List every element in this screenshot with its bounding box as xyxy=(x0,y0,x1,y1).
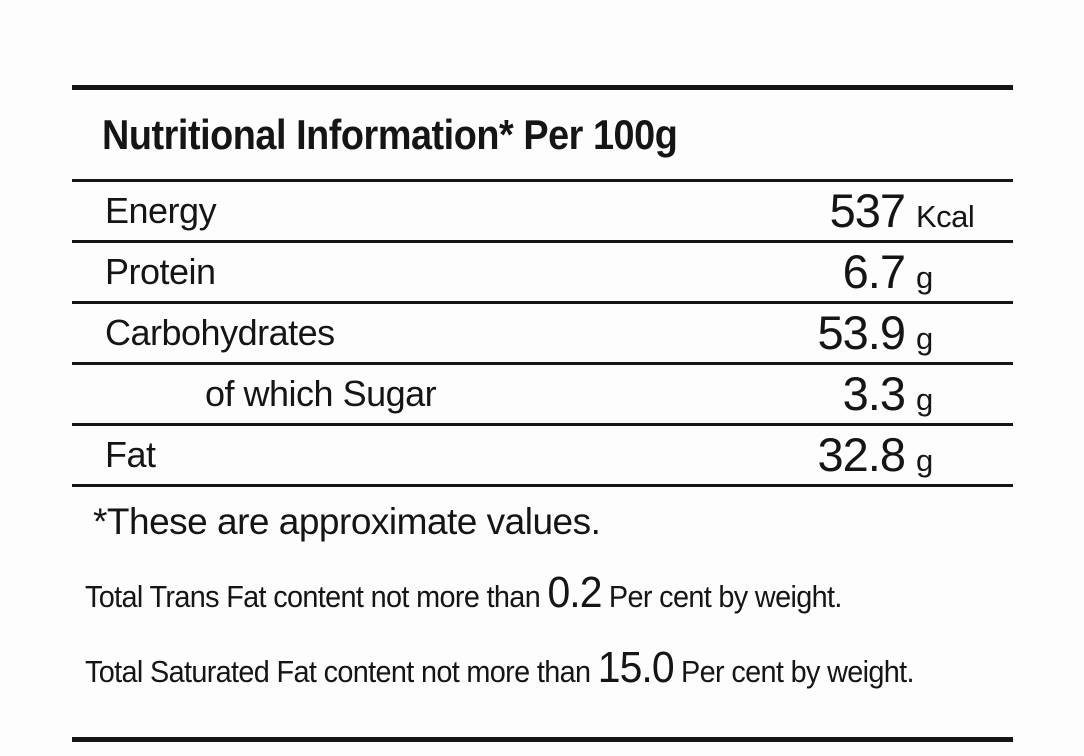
nutrient-name: Energy xyxy=(105,190,217,231)
nutrient-unit: Kcal xyxy=(916,199,975,234)
saturated-fat-note-suffix: Per cent by weight. xyxy=(681,653,914,689)
nutrient-unit: g xyxy=(916,321,933,356)
nutrient-value: 32.8 xyxy=(817,428,906,481)
nutrition-label: Nutritional Information* Per 100g Energy… xyxy=(72,0,1013,742)
nutrient-unit: g xyxy=(916,382,933,417)
nutrient-value-group: 32.8 g xyxy=(593,431,1013,479)
nutrient-value-group: 6.7 g xyxy=(593,248,1013,296)
nutrient-value: 53.9 xyxy=(817,306,906,359)
nutrient-value: 537 xyxy=(829,184,906,237)
nutrient-value: 3.3 xyxy=(842,367,906,420)
nutrient-value-group: 53.9 g xyxy=(593,309,1013,357)
bottom-rule xyxy=(72,736,1013,742)
table-row-fat: Fat 32.8 g xyxy=(72,426,1013,484)
trans-fat-value: 0.2 xyxy=(547,568,602,617)
table-row-sugar: of which Sugar 3.3 g xyxy=(72,365,1013,423)
table-row-energy: Energy 537 Kcal xyxy=(72,182,1013,240)
divider xyxy=(72,484,1013,487)
label-header: Nutritional Information* Per 100g xyxy=(72,90,1013,179)
table-row-protein: Protein 6.7 g xyxy=(72,243,1013,301)
nutrient-unit: g xyxy=(916,443,933,478)
nutrient-name: Carbohydrates xyxy=(105,312,335,353)
trans-fat-note-text: Total Trans Fat content not more than xyxy=(85,579,541,614)
nutrient-name: Fat xyxy=(105,434,156,475)
divider xyxy=(72,362,1013,365)
top-rule xyxy=(72,85,1013,90)
divider xyxy=(72,423,1013,426)
divider xyxy=(72,301,1013,304)
page-title: Nutritional Information* Per 100g xyxy=(102,110,678,158)
trans-fat-note: Total Trans Fat content not more than 0.… xyxy=(85,561,948,625)
bottom-margin xyxy=(72,711,1013,737)
saturated-fat-value: 15.0 xyxy=(597,642,675,692)
nutrient-value: 6.7 xyxy=(842,245,906,298)
saturated-fat-note-text: Total Saturated Fat content not more tha… xyxy=(85,653,591,689)
fat-content-notes: Total Trans Fat content not more than 0.… xyxy=(72,561,1013,700)
divider xyxy=(72,179,1013,182)
approximate-values-footnote: *These are approximate values. xyxy=(93,501,601,542)
nutrient-value-group: 3.3 g xyxy=(593,370,1013,418)
saturated-fat-note: Total Saturated Fat content not more tha… xyxy=(85,636,948,700)
table-row-carbohydrates: Carbohydrates 53.9 g xyxy=(72,304,1013,362)
nutrient-name: of which Sugar xyxy=(205,373,437,414)
top-margin xyxy=(72,0,1013,85)
trans-fat-note-suffix: Per cent by weight. xyxy=(608,579,842,614)
nutrient-value-group: 537 Kcal xyxy=(593,187,1013,235)
nutrient-name: Protein xyxy=(105,251,216,292)
divider xyxy=(72,240,1013,243)
nutrient-unit: g xyxy=(916,260,933,295)
